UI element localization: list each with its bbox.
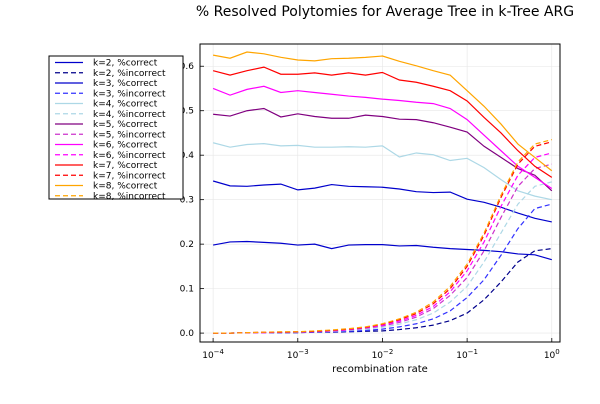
y-tick-label: 0.2	[180, 240, 194, 250]
y-tick-label: 0.0	[180, 329, 195, 339]
legend-label: k=8, %correct	[93, 182, 158, 192]
legend-label: k=3, %incorrect	[93, 89, 166, 99]
x-axis-label: recombination rate	[332, 364, 428, 375]
tick-layer: 10−4 10−3 10−2 10−1 100 0.0 0.1 0.2 0.3 0.4 0.5 0.6	[180, 62, 560, 361]
series-layer	[212, 51, 553, 334]
series-line-7	[213, 107, 553, 192]
series-line-14	[213, 139, 552, 334]
legend-label: k=6, %incorrect	[93, 151, 166, 161]
legend-label: k=7, %incorrect	[93, 171, 166, 181]
x-tick-label: 10−1	[456, 348, 478, 361]
x-tick-label: 10−2	[372, 348, 394, 361]
legend-label: k=6, %correct	[93, 141, 158, 151]
legend-label: k=7, %correct	[93, 161, 158, 171]
y-tick-label: 0.3	[180, 196, 194, 206]
x-tick-label: 10−4	[202, 348, 224, 361]
y-tick-label: 0.6	[180, 62, 195, 72]
legend-label: k=8, %incorrect	[93, 192, 166, 202]
series-line-5	[212, 142, 552, 201]
legend-label: k=4, %correct	[93, 100, 158, 110]
series-line-3	[212, 180, 552, 223]
grid-layer	[200, 44, 560, 342]
plot-frame	[199, 43, 561, 343]
series-line-9	[212, 85, 553, 190]
legend-label: k=5, %incorrect	[93, 130, 166, 140]
legend-label: k=3, %correct	[93, 79, 158, 89]
x-tick-label: 10−3	[287, 348, 309, 361]
y-tick-label: 0.1	[180, 285, 194, 295]
series-line-11	[212, 66, 553, 178]
chart-title: % Resolved Polytomies for Average Tree i…	[196, 4, 574, 20]
series-line-13	[213, 51, 553, 172]
legend-label: k=2, %correct	[93, 59, 158, 69]
y-tick-label: 0.4	[180, 151, 195, 161]
x-tick-label: 100	[544, 348, 560, 361]
legend-label: k=4, %incorrect	[93, 110, 166, 120]
y-tick-label: 0.5	[180, 107, 194, 117]
legend-label: k=5, %correct	[93, 120, 158, 130]
legend-label: k=2, %incorrect	[93, 69, 166, 79]
series-line-1	[213, 240, 552, 261]
